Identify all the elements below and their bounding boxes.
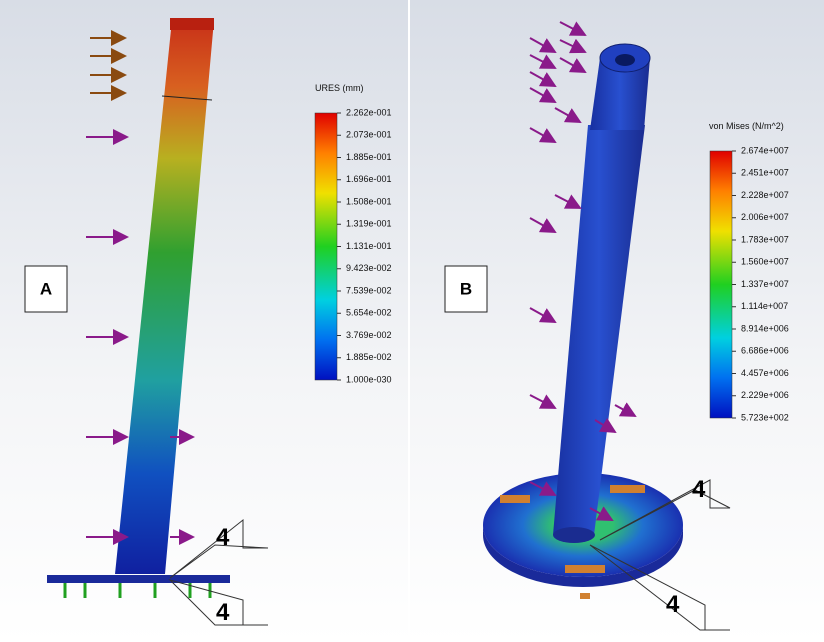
panel-label: B — [460, 279, 472, 298]
callout: 4 — [692, 476, 706, 503]
legend-tick-label: 1.783e+007 — [741, 234, 789, 244]
panel-label-box — [444, 265, 488, 313]
legend-tick-label: 1.696e-001 — [346, 174, 392, 184]
legend-tick-label: 1.508e-001 — [346, 196, 392, 206]
legend-tick-label: 9.423e-002 — [346, 263, 392, 273]
legend-tick-label: 5.654e-002 — [346, 308, 392, 318]
legend-tick-label: 1.000e-030 — [346, 374, 392, 384]
legend-tick-label: 1.885e-001 — [346, 152, 392, 162]
legend-tick-label: 2.229e+006 — [741, 390, 789, 400]
legend-tick-label: 2.674e+007 — [741, 145, 789, 155]
legend-tick-label: 1.319e-001 — [346, 219, 392, 229]
legend-tick-label: 2.451e+007 — [741, 168, 789, 178]
legend-tick-label: 6.686e+006 — [741, 346, 789, 356]
panel-label: A — [40, 279, 52, 298]
legend-tick-label: 1.131e-001 — [346, 241, 392, 251]
panel-label-box — [24, 265, 68, 313]
model-b — [483, 21, 731, 631]
legend-color-bar — [314, 112, 338, 381]
legend-tick-label: 5.723e+002 — [741, 412, 789, 422]
legend-tick-label: 2.262e-001 — [346, 107, 392, 117]
legend-tick-label: 1.337e+007 — [741, 279, 789, 289]
legend-tick-label: 8.914e+006 — [741, 323, 789, 333]
legend-tick-label: 7.539e-002 — [346, 285, 392, 295]
legend-tick-label: 2.073e-001 — [346, 130, 392, 140]
callout: 4 — [216, 599, 230, 626]
legend-title: URES (mm) — [315, 83, 364, 93]
legend-tick-label: 1.885e-002 — [346, 352, 392, 362]
legend-tick-label: 3.769e-002 — [346, 330, 392, 340]
legend-tick-label: 1.560e+007 — [741, 257, 789, 267]
legend-tick-label: 1.114e+007 — [741, 301, 788, 311]
callout: 4 — [666, 591, 680, 618]
legend-title: von Mises (N/m^2) — [709, 121, 784, 131]
model-a — [47, 18, 269, 626]
legend-color-bar — [709, 150, 733, 419]
legend-tick-label: 2.006e+007 — [741, 212, 789, 222]
legend-tick-label: 2.228e+007 — [741, 190, 789, 200]
callout: 4 — [216, 524, 230, 551]
legend-tick-label: 4.457e+006 — [741, 368, 789, 378]
